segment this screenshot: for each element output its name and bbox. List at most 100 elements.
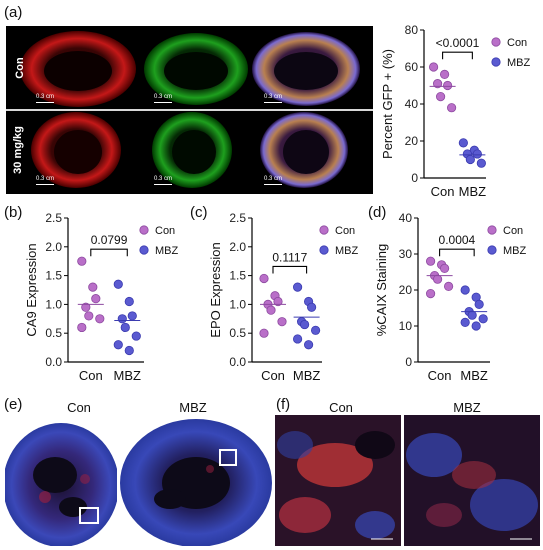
- panel-label-e: (e): [4, 396, 23, 413]
- data-point: [435, 92, 446, 102]
- data-point: [467, 310, 477, 320]
- scale-bar: [36, 184, 54, 185]
- legend-marker: [487, 245, 497, 255]
- y-tick-label: 2.5: [45, 211, 62, 225]
- y-tick-label: 1.5: [229, 269, 246, 283]
- legend-label: MBZ: [503, 245, 527, 257]
- legend-marker: [139, 245, 149, 255]
- data-point: [293, 282, 303, 292]
- panel-label-f: (f): [276, 396, 291, 413]
- legend-marker: [139, 225, 149, 235]
- ihc-f-mbz-image: [404, 415, 540, 546]
- data-point: [460, 317, 470, 328]
- y-axis-label: Percent GFP + (%): [380, 49, 395, 159]
- y-axis-label: %CAIX Staining: [374, 244, 389, 337]
- data-point: [88, 282, 98, 292]
- data-point: [443, 80, 453, 91]
- data-point: [439, 69, 450, 80]
- x-tick-label: MBZ: [293, 368, 321, 383]
- significance-bracket: [272, 265, 308, 274]
- scale-label: 0.3 cm: [264, 94, 283, 100]
- data-point: [117, 314, 127, 324]
- p-value-label: <0.0001: [436, 36, 480, 50]
- row-label-dose: 30 mg/kg: [12, 126, 24, 174]
- scale-bar: [154, 184, 172, 185]
- data-point: [273, 296, 283, 307]
- microscopy-images: [6, 26, 373, 194]
- y-tick-label: 2.0: [229, 240, 246, 254]
- row-label-con: Con: [14, 57, 26, 79]
- panel-label-d: (d): [368, 204, 387, 221]
- ihc-f-label-con: Con: [329, 400, 353, 415]
- y-tick-label: 0: [405, 355, 412, 369]
- y-axis-label: EPO Expression: [208, 242, 223, 337]
- y-tick-label: 20: [405, 134, 419, 148]
- data-point: [259, 273, 269, 284]
- ihc-e-mbz-image: [120, 415, 272, 546]
- data-point: [474, 299, 484, 310]
- legend-marker: [491, 57, 501, 67]
- data-point: [425, 256, 436, 266]
- y-tick-label: 0.0: [45, 355, 62, 369]
- x-tick-label: Con: [79, 368, 103, 383]
- ihc-f-con-image: [275, 415, 401, 546]
- microscopy-grid: Con 30 mg/kg 0.3 cm 0.3 cm 0.3 cm 0.3 cm…: [6, 26, 373, 194]
- y-tick-label: 2.0: [45, 240, 62, 254]
- data-point: [81, 302, 91, 312]
- data-point: [476, 158, 486, 168]
- data-point: [471, 321, 481, 331]
- data-point: [127, 311, 137, 321]
- significance-bracket: [90, 248, 128, 257]
- legend-label: Con: [335, 225, 355, 237]
- data-point: [95, 314, 105, 324]
- p-value-label: 0.1117: [272, 250, 307, 264]
- data-point: [77, 256, 87, 266]
- data-point: [425, 289, 436, 299]
- scale-label: 0.3 cm: [154, 94, 173, 100]
- legend-marker: [319, 245, 329, 255]
- p-value-label: 0.0004: [439, 233, 476, 247]
- data-point: [124, 296, 134, 307]
- legend-label: MBZ: [507, 57, 531, 69]
- data-point: [300, 319, 310, 330]
- legend-label: Con: [507, 37, 527, 49]
- data-point: [124, 345, 134, 356]
- x-tick-label: Con: [428, 368, 452, 383]
- data-point: [293, 334, 303, 344]
- data-point: [447, 103, 457, 113]
- y-tick-label: 10: [399, 319, 413, 333]
- ihc-e-con-image: [5, 415, 117, 546]
- data-point: [428, 62, 439, 72]
- data-point: [311, 325, 321, 335]
- scale-label: 0.3 cm: [154, 176, 173, 182]
- panel-label-c: (c): [190, 204, 208, 221]
- x-tick-label: MBZ: [460, 368, 488, 383]
- y-tick-label: 0.5: [45, 326, 62, 340]
- scale-label: 0.3 cm: [264, 176, 283, 182]
- data-point: [266, 305, 276, 315]
- y-tick-label: 80: [405, 23, 419, 37]
- data-point: [465, 154, 475, 165]
- data-point: [91, 294, 101, 304]
- data-point: [113, 279, 123, 289]
- chart-ca9: 0.0 0.5 1.0 1.5 2.0 2.5 CA9 Expression Con MBZ 0.…: [24, 211, 179, 383]
- ihc-e-label-mbz: MBZ: [179, 400, 207, 415]
- y-tick-label: 0.0: [229, 355, 246, 369]
- legend-marker: [491, 37, 501, 47]
- significance-bracket: [439, 248, 475, 257]
- data-point: [444, 281, 454, 292]
- significance-bracket: [442, 51, 473, 60]
- data-point: [277, 317, 287, 327]
- panel-label-a: (a): [4, 4, 23, 21]
- scale-bar: [154, 102, 172, 103]
- y-axis-label: CA9 Expression: [24, 243, 39, 336]
- y-tick-label: 0.5: [229, 326, 246, 340]
- legend-marker: [487, 225, 497, 235]
- legend-label: MBZ: [155, 245, 179, 257]
- data-point: [304, 340, 314, 350]
- data-point: [131, 331, 141, 341]
- y-tick-label: 60: [405, 60, 419, 74]
- legend-marker: [319, 225, 329, 235]
- data-point: [113, 340, 123, 350]
- data-point: [432, 274, 443, 284]
